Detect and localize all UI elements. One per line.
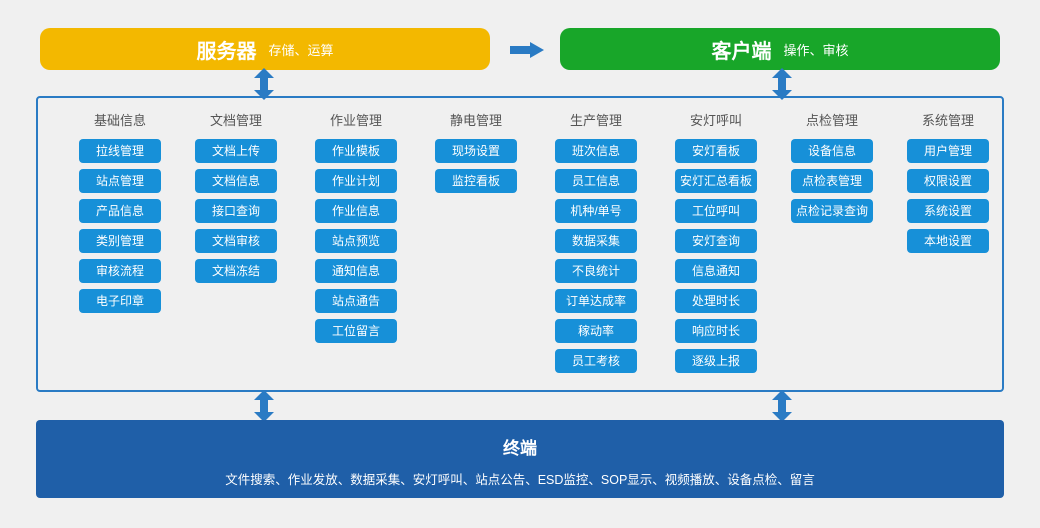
module-chip[interactable]: 班次信息: [555, 139, 637, 163]
module-chip[interactable]: 通知信息: [315, 259, 397, 283]
module-chip[interactable]: 用户管理: [907, 139, 989, 163]
terminal-sub: 文件搜索、作业发放、数据采集、安灯呼叫、站点公告、ESD监控、SOP显示、视频播…: [36, 459, 1004, 488]
module-chip[interactable]: 设备信息: [791, 139, 873, 163]
module-chip[interactable]: 点检记录查询: [791, 199, 873, 223]
arrow-right-icon: [508, 40, 548, 60]
double-arrow-icon: [770, 390, 794, 422]
module-chip[interactable]: 员工信息: [555, 169, 637, 193]
module-chip[interactable]: 作业模板: [315, 139, 397, 163]
column-header: 作业管理: [306, 110, 406, 129]
module-chip[interactable]: 权限设置: [907, 169, 989, 193]
client-sub: 操作、审核: [783, 40, 848, 59]
module-chip[interactable]: 产品信息: [79, 199, 161, 223]
module-chip[interactable]: 站点通告: [315, 289, 397, 313]
module-chip[interactable]: 监控看板: [435, 169, 517, 193]
module-column: 系统管理用户管理权限设置系统设置本地设置: [898, 110, 998, 259]
column-header: 点检管理: [782, 110, 882, 129]
module-chip[interactable]: 工位留言: [315, 319, 397, 343]
module-chip[interactable]: 审核流程: [79, 259, 161, 283]
module-chip[interactable]: 接口查询: [195, 199, 277, 223]
module-column: 点检管理设备信息点检表管理点检记录查询: [782, 110, 882, 229]
module-column: 生产管理班次信息员工信息机种/单号数据采集不良统计订单达成率稼动率员工考核: [546, 110, 646, 379]
column-header: 文档管理: [186, 110, 286, 129]
client-box: 客户端 操作、审核: [560, 28, 1000, 70]
module-chip[interactable]: 不良统计: [555, 259, 637, 283]
module-chip[interactable]: 现场设置: [435, 139, 517, 163]
module-chip[interactable]: 文档审核: [195, 229, 277, 253]
module-chip[interactable]: 订单达成率: [555, 289, 637, 313]
module-chip[interactable]: 安灯查询: [675, 229, 757, 253]
module-chip[interactable]: 文档上传: [195, 139, 277, 163]
module-chip[interactable]: 响应时长: [675, 319, 757, 343]
column-header: 安灯呼叫: [666, 110, 766, 129]
module-chip[interactable]: 安灯汇总看板: [675, 169, 757, 193]
module-chip[interactable]: 文档信息: [195, 169, 277, 193]
column-header: 生产管理: [546, 110, 646, 129]
module-chip[interactable]: 信息通知: [675, 259, 757, 283]
double-arrow-icon: [252, 390, 276, 422]
module-chip[interactable]: 作业信息: [315, 199, 397, 223]
column-header: 系统管理: [898, 110, 998, 129]
module-chip[interactable]: 稼动率: [555, 319, 637, 343]
module-chip[interactable]: 类别管理: [79, 229, 161, 253]
module-chip[interactable]: 点检表管理: [791, 169, 873, 193]
module-chip[interactable]: 数据采集: [555, 229, 637, 253]
module-chip[interactable]: 文档冻结: [195, 259, 277, 283]
module-chip[interactable]: 工位呼叫: [675, 199, 757, 223]
module-column: 安灯呼叫安灯看板安灯汇总看板工位呼叫安灯查询信息通知处理时长响应时长逐级上报: [666, 110, 766, 379]
module-column: 文档管理文档上传文档信息接口查询文档审核文档冻结: [186, 110, 286, 289]
column-header: 基础信息: [70, 110, 170, 129]
module-chip[interactable]: 处理时长: [675, 289, 757, 313]
terminal-box: 终端 文件搜索、作业发放、数据采集、安灯呼叫、站点公告、ESD监控、SOP显示、…: [36, 420, 1004, 498]
column-header: 静电管理: [426, 110, 526, 129]
terminal-title: 终端: [36, 420, 1004, 459]
module-chip[interactable]: 本地设置: [907, 229, 989, 253]
module-chip[interactable]: 逐级上报: [675, 349, 757, 373]
module-chip[interactable]: 机种/单号: [555, 199, 637, 223]
module-chip[interactable]: 站点预览: [315, 229, 397, 253]
server-sub: 存储、运算: [268, 40, 333, 59]
module-chip[interactable]: 站点管理: [79, 169, 161, 193]
module-chip[interactable]: 员工考核: [555, 349, 637, 373]
module-chip[interactable]: 电子印章: [79, 289, 161, 313]
module-chip[interactable]: 作业计划: [315, 169, 397, 193]
server-title: 服务器: [196, 35, 256, 64]
module-chip[interactable]: 系统设置: [907, 199, 989, 223]
module-chip[interactable]: 拉线管理: [79, 139, 161, 163]
module-column: 作业管理作业模板作业计划作业信息站点预览通知信息站点通告工位留言: [306, 110, 406, 349]
module-chip[interactable]: 安灯看板: [675, 139, 757, 163]
module-column: 静电管理现场设置监控看板: [426, 110, 526, 199]
module-column: 基础信息拉线管理站点管理产品信息类别管理审核流程电子印章: [70, 110, 170, 319]
client-title: 客户端: [711, 35, 771, 64]
server-box: 服务器 存储、运算: [40, 28, 490, 70]
